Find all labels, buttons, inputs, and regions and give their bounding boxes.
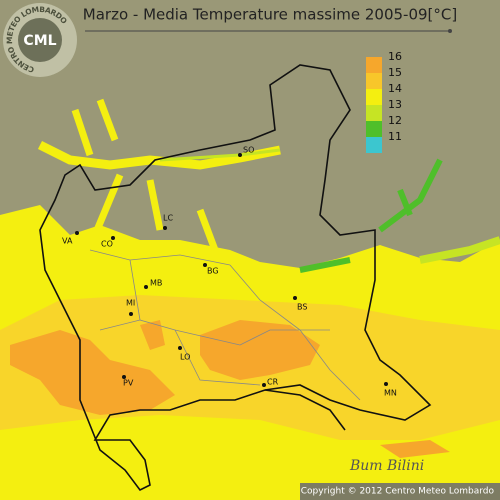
- legend: 16 15 14 13 12 11: [366, 50, 402, 153]
- region-border: [39, 64, 432, 492]
- hot-area: [10, 330, 175, 415]
- hot-area: [380, 440, 450, 458]
- city-dot: [111, 236, 115, 240]
- legend-swatch: [366, 73, 382, 89]
- valley: [71, 98, 219, 252]
- logo: CENTRO METEO LOMBARDO CML: [3, 3, 77, 77]
- valley: [299, 158, 443, 273]
- city-label: BS: [297, 303, 307, 312]
- city-dot: [122, 375, 126, 379]
- legend-swatch: [366, 57, 382, 73]
- legend-swatch: [366, 105, 382, 121]
- legend-swatch: [366, 121, 382, 137]
- city-label: MN: [384, 389, 397, 398]
- logo-abbr: CML: [23, 33, 56, 49]
- legend-swatch: [366, 89, 382, 105]
- legend-label: 13: [388, 98, 402, 111]
- legend-label: 14: [388, 82, 402, 95]
- city-dot: [163, 226, 167, 230]
- city-dot: [262, 383, 266, 387]
- city-dot: [144, 285, 148, 289]
- legend-label: 11: [388, 130, 402, 143]
- hot-area: [200, 320, 320, 380]
- city-dot: [203, 263, 207, 267]
- copyright: Copyright © 2012 Centro Meteo Lombardo: [301, 487, 495, 497]
- city-label: MI: [126, 299, 135, 308]
- valley: [419, 236, 500, 264]
- city-label: MB: [150, 279, 162, 288]
- city-label: LC: [163, 214, 173, 223]
- legend-label: 16: [388, 50, 402, 63]
- city-label: LO: [180, 353, 190, 362]
- city-dot: [238, 153, 242, 157]
- valley: [37, 140, 281, 170]
- title: Marzo - Media Temperature massime 2005-0…: [83, 6, 457, 24]
- hot-area: [140, 320, 165, 350]
- city-label: SO: [243, 146, 254, 155]
- logo-center: [18, 18, 62, 62]
- city-label: VA: [62, 237, 73, 246]
- legend-swatch: [366, 137, 382, 153]
- city-dot: [384, 382, 388, 386]
- legend-label: 12: [388, 114, 402, 127]
- footer-bg: [300, 483, 500, 500]
- city-label: CO: [101, 240, 113, 249]
- city-label: CR: [267, 378, 279, 387]
- region-border: [264, 389, 346, 431]
- cities: SO VA CO LC BG MB MI BS LO PV CR MN: [62, 146, 397, 398]
- title-rule-end: [448, 29, 452, 33]
- signature: Bum Bilini: [349, 458, 424, 474]
- city-label: PV: [123, 379, 134, 388]
- city-dot: [75, 231, 79, 235]
- city-dot: [129, 312, 133, 316]
- legend-label: 15: [388, 66, 402, 79]
- province-border: [89, 249, 361, 401]
- city-dot: [293, 296, 297, 300]
- city-dot: [178, 346, 182, 350]
- city-label: BG: [207, 267, 219, 276]
